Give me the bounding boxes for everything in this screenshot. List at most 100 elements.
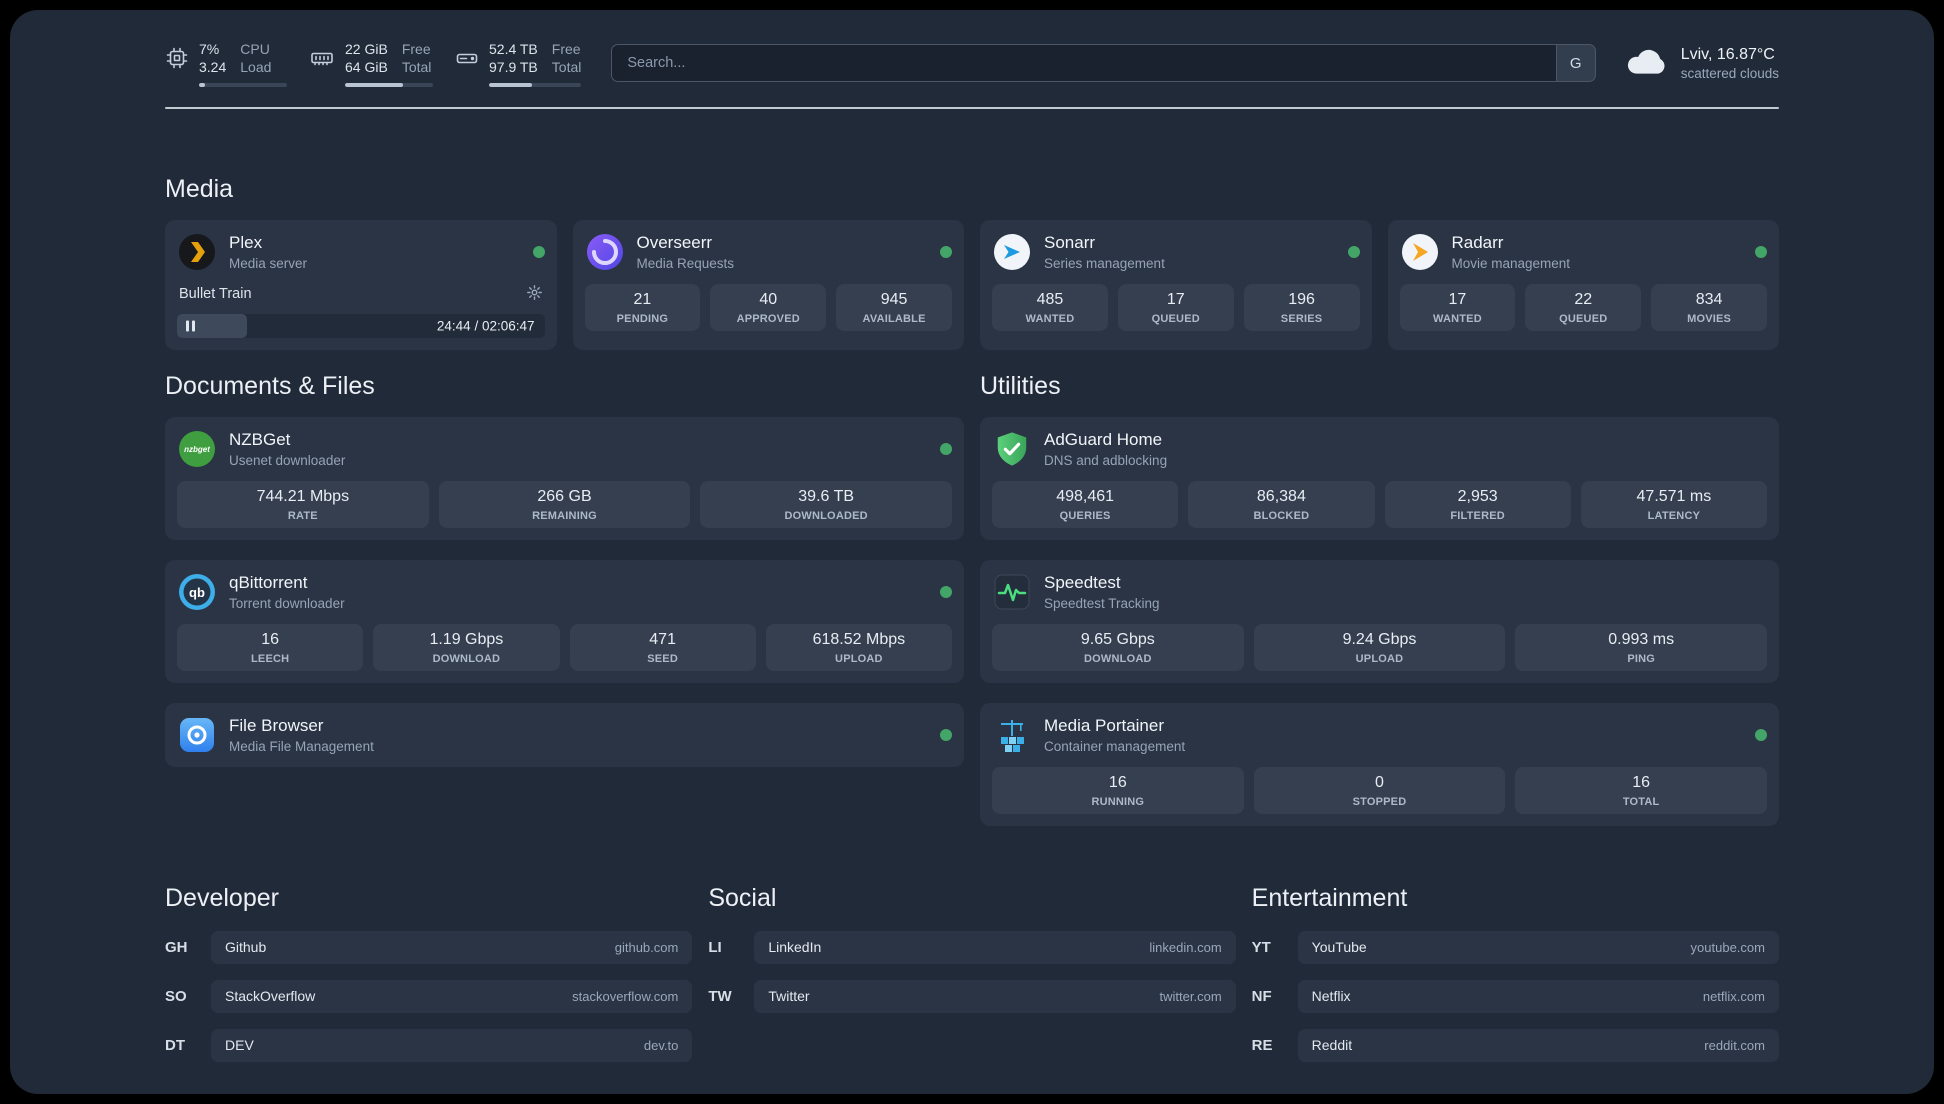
now-playing-progress-bar: 24:44 / 02:06:47: [177, 313, 545, 338]
cpu-load-value: 3.24: [199, 59, 227, 76]
media-grid: Plex Media server Bullet Train: [165, 219, 1779, 350]
memory-progress-bar: [345, 82, 433, 87]
stat-filtered: 2,953 FILTERED: [1384, 480, 1571, 528]
service-subtitle: Movie management: [1451, 255, 1571, 271]
service-card-overseerr[interactable]: Overseerr Media Requests 21 PENDING 40 A…: [572, 219, 964, 350]
cpu-icon: [165, 46, 189, 70]
stat-upload: 9.24 Gbps UPLOAD: [1253, 623, 1506, 671]
weather-widget[interactable]: Lviv, 16.87°C scattered clouds: [1626, 46, 1779, 81]
cloud-icon: [1626, 46, 1668, 81]
section-title-entertainment: Entertainment: [1251, 883, 1408, 912]
bookmark-linkedin: LI LinkedIn linkedin.com: [708, 930, 1236, 964]
now-playing-title: Bullet Train: [179, 286, 252, 303]
service-name: File Browser: [229, 715, 324, 735]
service-subtitle: Media Requests: [636, 255, 735, 271]
disk-total-value: 97.9 TB: [489, 59, 538, 76]
service-card-adguard[interactable]: AdGuard Home DNS and adblocking 498,461 …: [980, 416, 1779, 540]
section-title-media: Media: [165, 174, 234, 203]
bookmark-reddit: RE Reddit reddit.com: [1252, 1028, 1779, 1062]
stat-upload: 618.52 Mbps UPLOAD: [765, 623, 952, 671]
cpu-load-label: Load: [240, 59, 272, 76]
memory-total-label: Total: [401, 59, 432, 76]
disk-free-value: 52.4 TB: [489, 41, 538, 57]
service-name: Overseerr: [636, 232, 713, 252]
gear-icon[interactable]: [526, 284, 543, 305]
stat-approved: 40 APPROVED: [710, 283, 827, 331]
stat-wanted: 17 WANTED: [1399, 283, 1516, 331]
service-subtitle: Torrent downloader: [229, 595, 345, 611]
radarr-icon: [1400, 232, 1440, 272]
service-subtitle: Container management: [1044, 738, 1186, 754]
service-card-filebrowser[interactable]: File Browser Media File Management: [165, 702, 964, 767]
bookmarks-entertainment: Entertainment YT YouTube youtube.com NF …: [1252, 884, 1779, 1078]
status-dot: [940, 245, 952, 258]
bookmarks: Developer GH Github github.com SO StackO…: [165, 884, 1779, 1078]
stat-downloaded: 39.6 TB DOWNLOADED: [700, 480, 952, 528]
bookmark-link[interactable]: Reddit reddit.com: [1297, 1028, 1779, 1062]
bookmark-twitter: TW Twitter twitter.com: [708, 979, 1236, 1013]
status-dot: [940, 442, 952, 455]
service-card-plex[interactable]: Plex Media server Bullet Train: [165, 219, 557, 350]
nzbget-icon: nzbget: [177, 429, 217, 469]
service-subtitle: DNS and adblocking: [1044, 452, 1168, 468]
bookmark-link[interactable]: Github github.com: [211, 930, 693, 964]
bookmark-link[interactable]: Twitter twitter.com: [754, 979, 1236, 1013]
search-input[interactable]: [611, 44, 1556, 83]
service-name: Sonarr: [1044, 232, 1096, 252]
utilities-column: Utilities: [980, 350, 1779, 826]
stat-pending: 21 PENDING: [584, 283, 701, 331]
status-dot: [1755, 728, 1767, 741]
cpu-progress-fill: [199, 82, 206, 87]
bookmark-link[interactable]: DEV dev.to: [211, 1028, 693, 1062]
service-subtitle: Usenet downloader: [229, 452, 346, 468]
speedtest-icon: [992, 572, 1032, 612]
stat-series: 196 SERIES: [1243, 283, 1360, 331]
search-bar: G: [611, 44, 1596, 83]
dashboard: 7% 3.24 CPU Load: [10, 10, 1934, 1094]
status-dot: [940, 728, 952, 741]
service-card-nzbget[interactable]: nzbget NZBGet Usenet downloader 74: [165, 416, 964, 540]
bookmark-link[interactable]: StackOverflow stackoverflow.com: [211, 979, 693, 1013]
bookmark-abbr: YT: [1251, 938, 1271, 956]
documents-column: Documents & Files nzbget: [165, 350, 964, 767]
top-bar: 7% 3.24 CPU Load: [10, 10, 1934, 87]
qbittorrent-icon: qb: [177, 572, 217, 612]
service-card-qbittorrent[interactable]: qb qBittorrent Torrent downloader: [165, 559, 964, 683]
bookmark-abbr: SO: [165, 987, 187, 1005]
service-subtitle: Media server: [229, 255, 308, 271]
service-subtitle: Media File Management: [229, 738, 374, 754]
stat-running: 16 RUNNING: [992, 766, 1244, 814]
main-content: Media Plex Media server: [10, 175, 1934, 1078]
bookmark-abbr: DT: [165, 1036, 185, 1054]
service-name: qBittorrent: [229, 572, 308, 592]
bookmark-link[interactable]: Netflix netflix.com: [1297, 979, 1779, 1013]
stat-blocked: 86,384 BLOCKED: [1188, 480, 1375, 528]
stat-wanted: 485 WANTED: [992, 283, 1108, 331]
disk-total-label: Total: [551, 59, 582, 76]
search-provider-button[interactable]: G: [1555, 44, 1596, 83]
bookmark-netflix: NF Netflix netflix.com: [1252, 979, 1779, 1013]
service-card-sonarr[interactable]: Sonarr Series management 485 WANTED 17 Q…: [980, 219, 1372, 350]
bookmark-link[interactable]: YouTube youtube.com: [1297, 930, 1779, 964]
svg-text:qb: qb: [189, 585, 205, 600]
overseerr-icon: [585, 232, 625, 272]
service-name: Speedtest: [1044, 572, 1121, 592]
stat-download: 1.19 Gbps DOWNLOAD: [373, 623, 560, 671]
stat-download: 9.65 Gbps DOWNLOAD: [992, 623, 1244, 671]
status-dot: [532, 245, 545, 258]
section-title-social: Social: [708, 883, 777, 912]
service-name: AdGuard Home: [1044, 429, 1163, 449]
svg-text:nzbget: nzbget: [184, 445, 210, 454]
service-card-speedtest[interactable]: Speedtest Speedtest Tracking 9.65 Gbps D…: [980, 559, 1779, 683]
memory-free-value: 22 GiB: [345, 41, 388, 57]
service-name: Media Portainer: [1044, 715, 1165, 735]
cpu-label: CPU: [240, 41, 270, 57]
bookmark-link[interactable]: LinkedIn linkedin.com: [754, 930, 1236, 964]
filebrowser-icon: [177, 715, 217, 755]
bookmark-abbr: GH: [165, 938, 188, 956]
header-divider: [165, 106, 1779, 109]
stat-leech: 16 LEECH: [177, 623, 364, 671]
service-card-portainer[interactable]: Media Portainer Container management 16 …: [980, 702, 1779, 826]
service-card-radarr[interactable]: Radarr Movie management 17 WANTED 22 QUE…: [1387, 219, 1779, 350]
stat-stopped: 0 STOPPED: [1253, 766, 1506, 814]
